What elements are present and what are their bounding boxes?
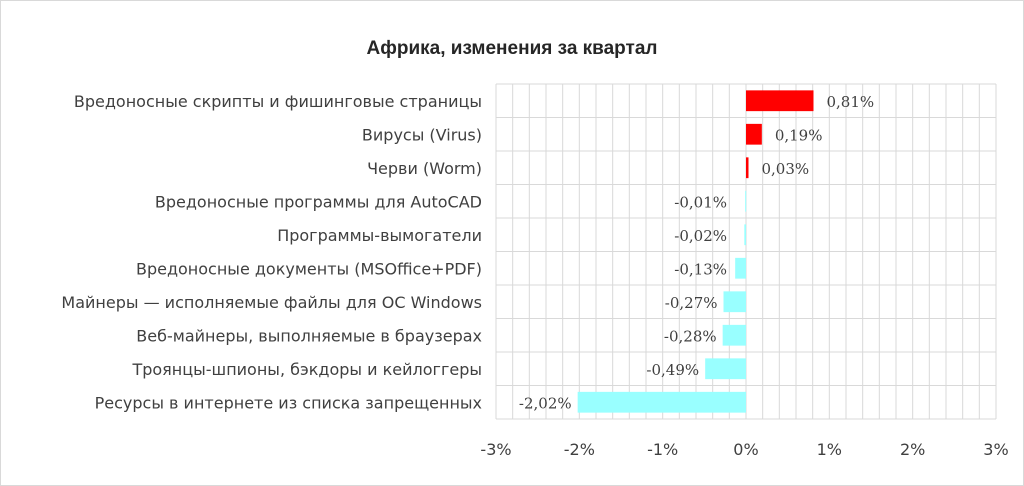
bars-group — [577, 90, 814, 413]
category-labels: Вредоносные скрипты и фишинговые страниц… — [61, 92, 482, 413]
bar — [723, 291, 746, 313]
category-label: Вредоносные программы для AutoCAD — [155, 192, 482, 211]
grid-lines — [495, 83, 997, 420]
category-label: Программы-вымогатели — [277, 226, 482, 245]
data-label: -0,01% — [674, 193, 727, 211]
x-tick-label: 0% — [733, 440, 758, 459]
data-label: -0,49% — [646, 361, 699, 379]
category-label: Вредоносные скрипты и фишинговые страниц… — [74, 92, 482, 111]
data-label: -0,27% — [665, 294, 718, 312]
x-tick-label: -2% — [564, 440, 595, 459]
x-axis-ticks: -3% -2% -1% 0% 1% 2% 3% — [480, 440, 1008, 459]
bar — [746, 157, 749, 179]
data-label: 0,19% — [775, 126, 823, 144]
x-tick-label: 2% — [900, 440, 925, 459]
category-label: Майнеры — исполняемые файлы для ОС Windo… — [61, 293, 482, 312]
bar — [746, 123, 762, 145]
bar — [577, 391, 746, 413]
bar — [744, 224, 746, 246]
x-tick-label: 3% — [983, 440, 1008, 459]
bar — [705, 358, 746, 380]
x-tick-label: -3% — [480, 440, 511, 459]
data-label: 0,81% — [827, 93, 875, 111]
data-label: -2,02% — [519, 394, 572, 412]
category-label: Троянцы-шпионы, бэкдоры и кейлоггеры — [131, 360, 482, 379]
data-label: -0,28% — [664, 327, 717, 345]
x-tick-label: 1% — [817, 440, 842, 459]
bar — [745, 190, 747, 212]
bar — [722, 324, 746, 346]
data-label: 0,03% — [762, 160, 810, 178]
category-label: Ресурсы в интернете из списка запрещенны… — [95, 393, 482, 412]
data-labels: 0,81%0,19% 0,03% -0,01% -0,02% -0,13% -0,27% -… — [519, 93, 874, 413]
bar — [735, 257, 746, 279]
data-label: -0,13% — [674, 260, 727, 278]
x-tick-label: -1% — [647, 440, 678, 459]
chart-title: Африка, изменения за квартал — [367, 38, 658, 59]
data-label: -0,02% — [674, 227, 727, 245]
bar — [746, 90, 814, 112]
category-label: Вирусы (Virus) — [362, 125, 482, 144]
category-label: Веб-майнеры, выполняемые в браузерах — [136, 326, 482, 345]
category-label: Вредоносные документы (MSOffice+PDF) — [136, 259, 482, 278]
category-label: Черви (Worm) — [367, 159, 482, 178]
